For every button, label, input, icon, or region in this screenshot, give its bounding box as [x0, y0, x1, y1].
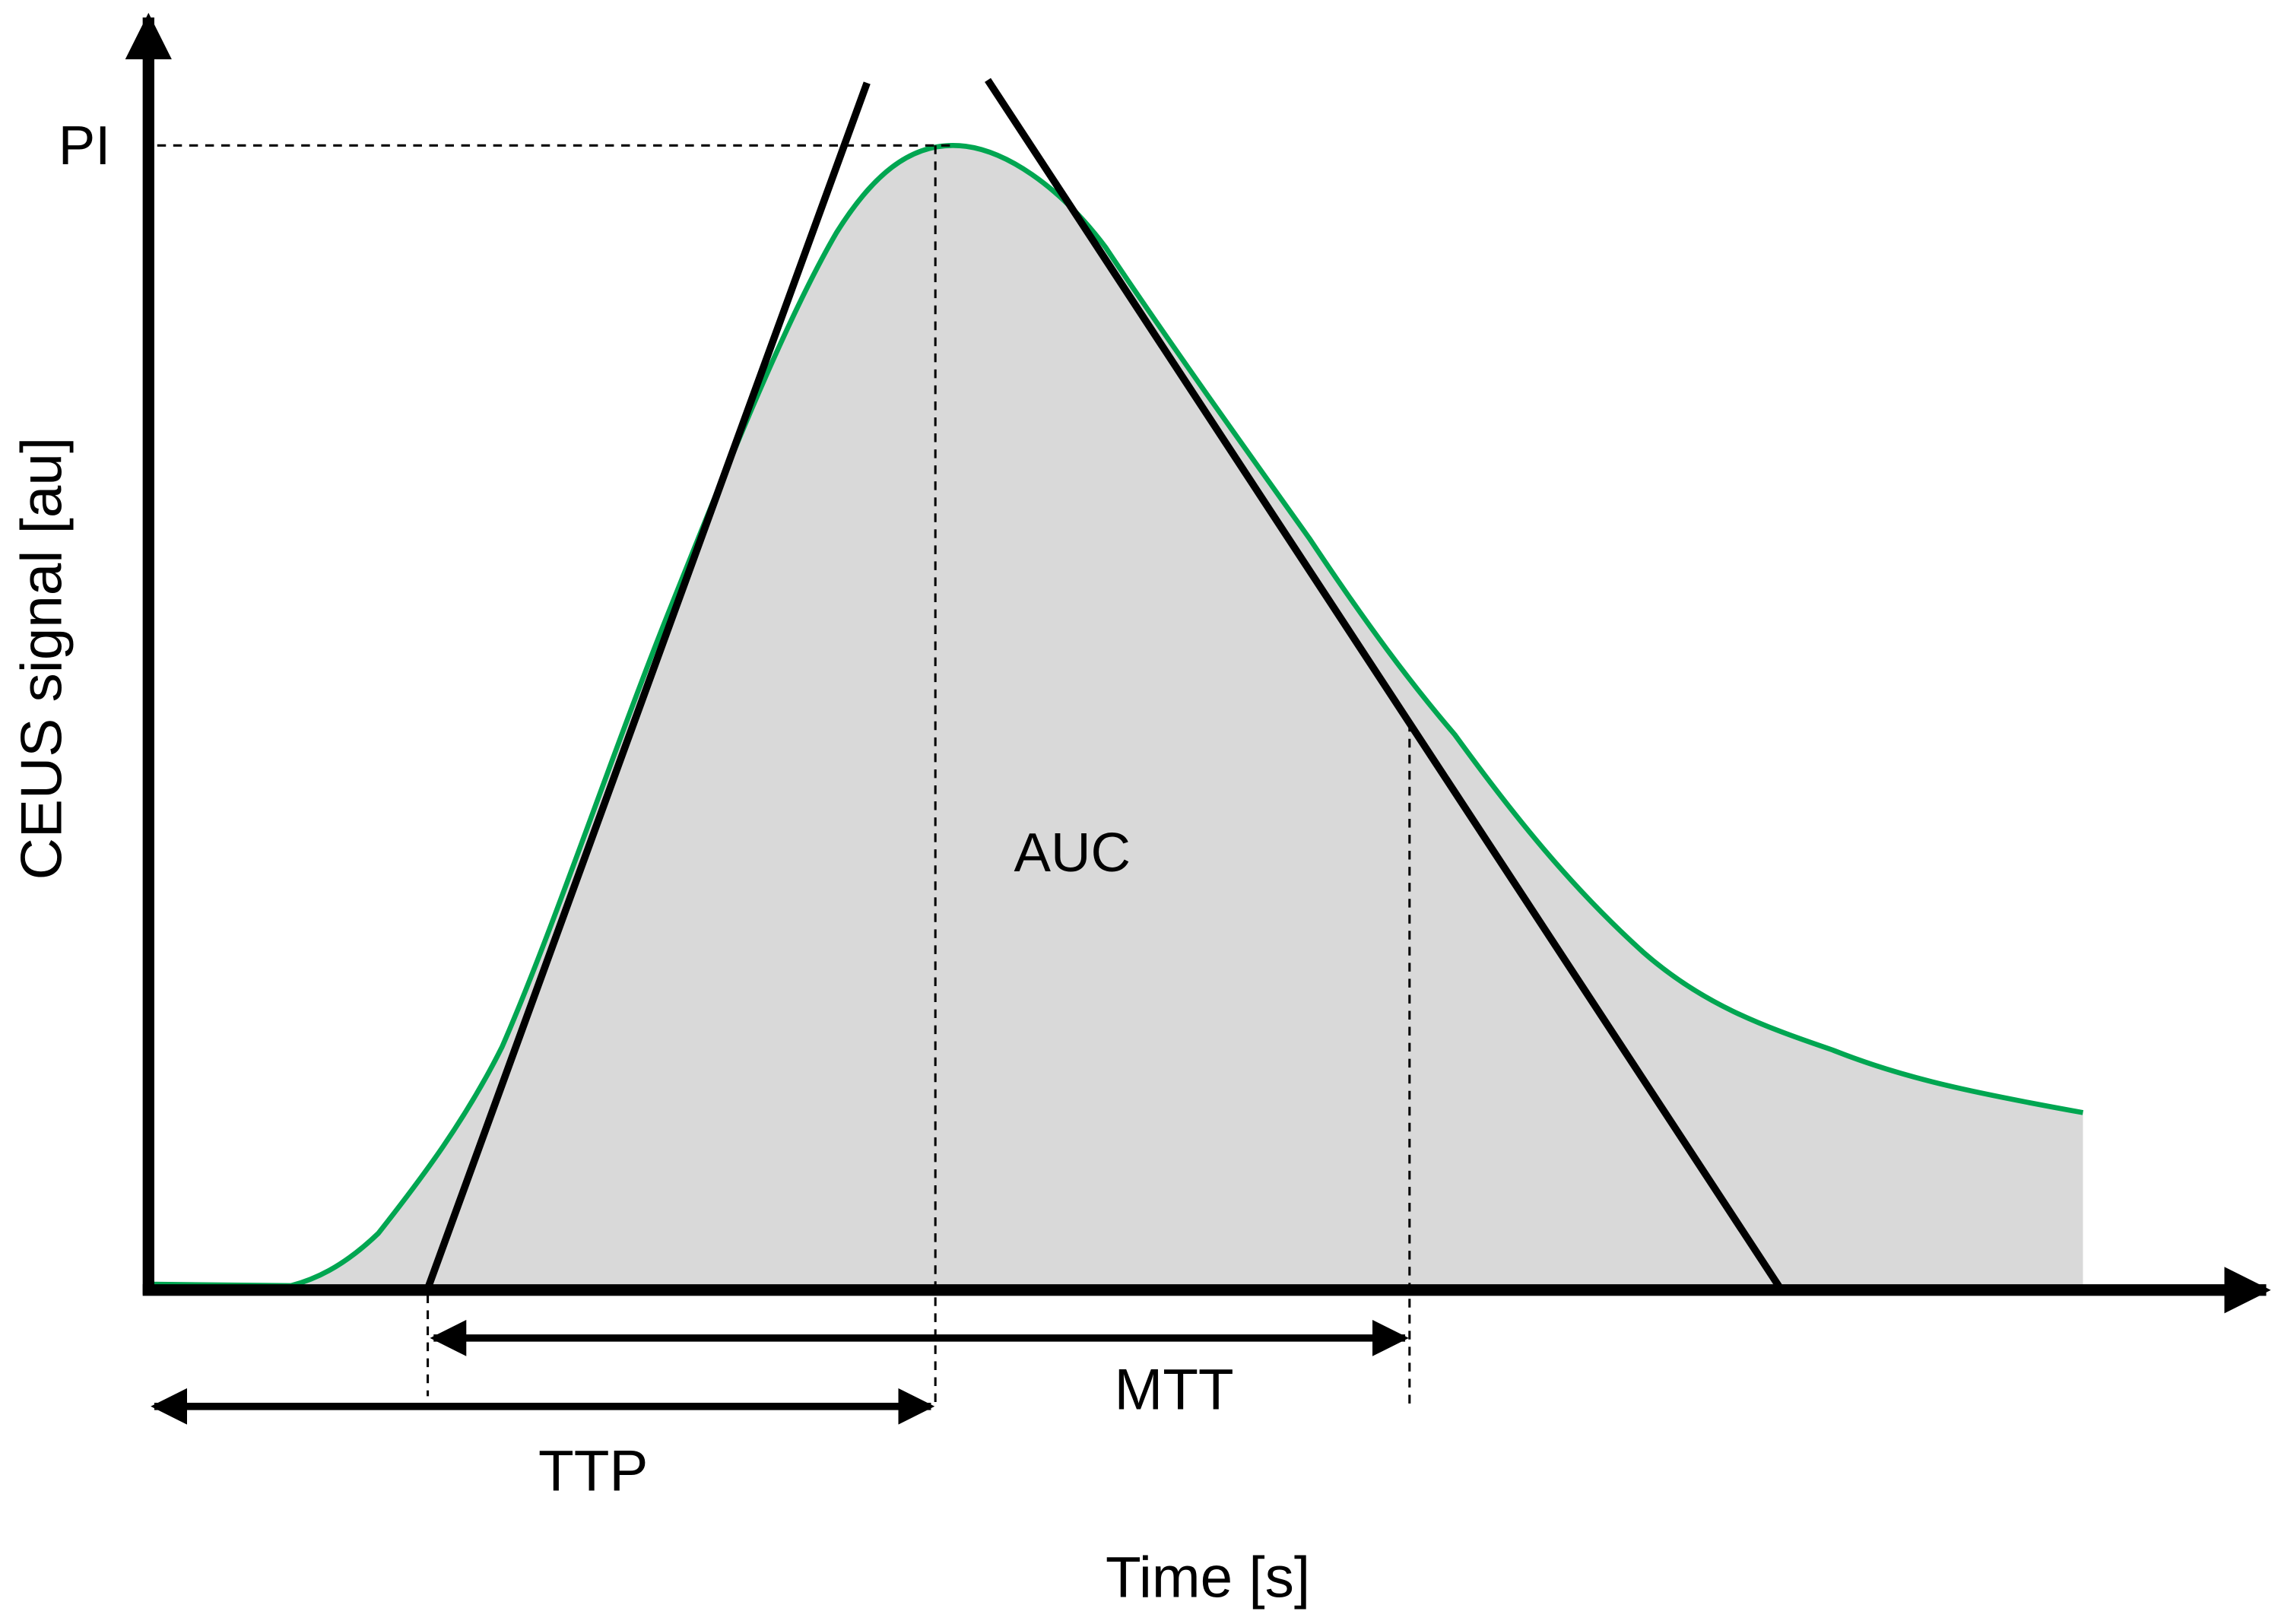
auc-area [151, 145, 2083, 1289]
falling-tangent-line [985, 78, 1784, 1291]
ttp-label: TTP [538, 1439, 648, 1504]
time-intensity-curve [151, 142, 2084, 1289]
x-axis-title: Time [s] [1106, 1545, 1310, 1610]
mtt-label: MTT [1114, 1358, 1233, 1423]
y-axis-title: CEUS signal [au] [10, 437, 75, 880]
rising-tangent-line [424, 81, 871, 1290]
peak-intensity-label: PI [59, 115, 111, 176]
auc-label: AUC [1014, 822, 1130, 883]
